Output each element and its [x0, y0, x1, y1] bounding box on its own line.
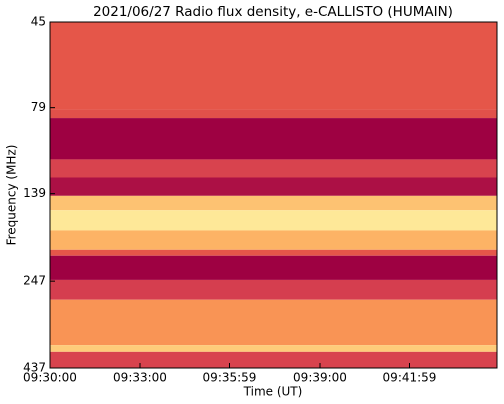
- heat-band: [50, 255, 497, 280]
- heat-band: [50, 177, 497, 196]
- x-tick-label: 09:39:00: [293, 371, 347, 385]
- heat-band: [50, 159, 497, 178]
- x-tick-label: 09:30:00: [23, 371, 77, 385]
- y-tick-label: 437: [23, 361, 46, 375]
- chart-title: 2021/06/27 Radio flux density, e-CALLIST…: [93, 4, 453, 20]
- x-tick-label: 09:35:59: [203, 371, 257, 385]
- y-tick-label: 139: [23, 186, 46, 200]
- heat-band: [50, 299, 497, 346]
- y-tick-label: 45: [31, 15, 46, 29]
- x-tick-label: 09:33:00: [113, 371, 167, 385]
- heat-band: [50, 210, 497, 231]
- heat-band: [50, 109, 497, 119]
- heat-band: [50, 118, 497, 160]
- plot-frame: [49, 21, 498, 369]
- y-tick-label: 247: [23, 274, 46, 288]
- heat-band: [50, 345, 497, 352]
- heat-band: [50, 22, 497, 110]
- heat-band: [50, 195, 497, 211]
- heat-band: [50, 230, 497, 250]
- heat-band: [50, 351, 497, 368]
- x-tick-label: 09:41:59: [383, 371, 437, 385]
- y-tick-label: 79: [31, 100, 46, 114]
- x-axis-label: Time (UT): [243, 385, 303, 399]
- heat-band: [50, 249, 497, 256]
- heat-band: [50, 279, 497, 300]
- y-axis-label: Frequency (MHz): [5, 145, 19, 246]
